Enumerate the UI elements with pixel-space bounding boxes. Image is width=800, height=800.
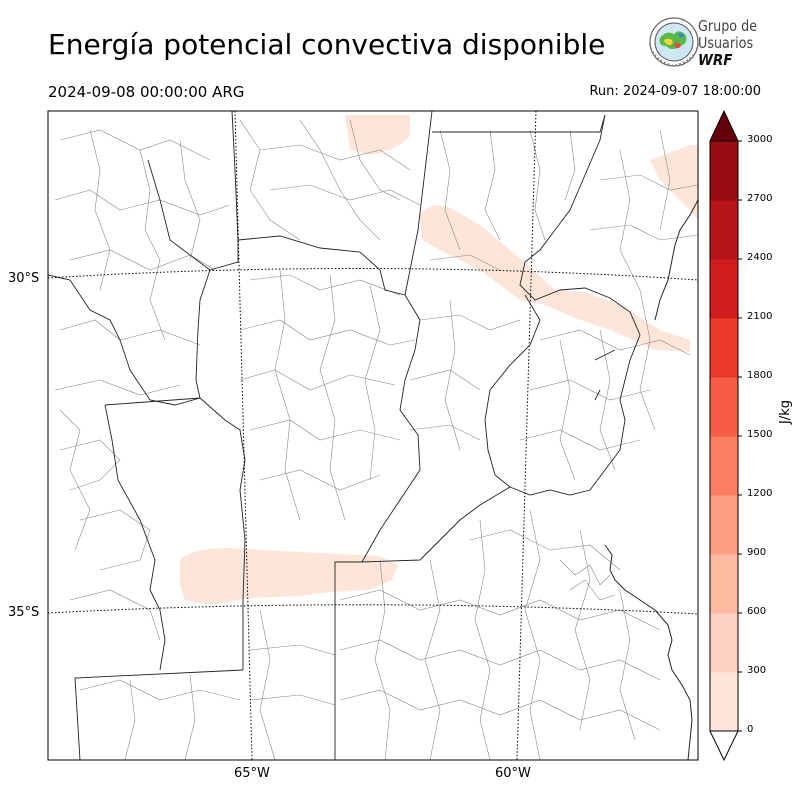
colorbar-tick-label: 2400: [747, 252, 773, 263]
colorbar-bin: [710, 554, 738, 614]
colorbar-tick-label: 600: [747, 606, 767, 617]
coastline: [604, 199, 698, 760]
graticule: [48, 111, 698, 760]
lon-label-65w: 65°W: [234, 766, 270, 781]
colorbar-bin: [710, 377, 738, 437]
lat-label-35s: 35°S: [8, 605, 40, 620]
colorbar-tick-label: 3000: [747, 134, 773, 145]
wrf-logo-icon: [649, 17, 699, 68]
logo-line-2: Usuarios: [698, 34, 754, 52]
colorbar-tick-label: 2100: [747, 311, 773, 322]
colorbar: [709, 109, 742, 762]
colorbar-bin: [710, 672, 738, 732]
colorbar-bin: [710, 318, 738, 378]
province-boundaries: [48, 111, 641, 760]
globe-icon: [649, 17, 699, 68]
colorbar-tick-label: 1500: [747, 429, 773, 440]
colorbar-under-triangle: [709, 730, 739, 762]
map-title: Energía potencial convectiva disponible: [48, 28, 606, 61]
lon-label-60w: 60°W: [495, 766, 531, 781]
colorbar-tick-label: 300: [747, 665, 767, 676]
colorbar-tick-label: 0: [747, 724, 754, 735]
colorbar-bin: [710, 200, 738, 260]
colorbar-over-triangle: [709, 109, 739, 142]
colorbar-tick-label: 1800: [747, 370, 773, 381]
colorbar-bin: [710, 141, 738, 201]
map-frame-background: [48, 111, 698, 760]
parallel-30s: [48, 267, 698, 281]
colorbar-bin: [710, 436, 738, 496]
logo-line-1: Grupo de: [698, 17, 758, 35]
logo-text: Grupo de Usuarios WRF: [698, 18, 768, 69]
colorbar-bin: [710, 495, 738, 555]
colorbar-tick-label: 2700: [747, 193, 773, 204]
colorbar-bin: [710, 613, 738, 673]
department-boundaries: [54, 119, 698, 760]
valid-time: 2024-09-08 00:00:00 ARG: [48, 83, 245, 101]
colorbar-unit: J/kg: [778, 400, 793, 424]
lat-label-30s: 30°S: [8, 271, 40, 286]
colorbar-bin: [710, 259, 738, 319]
colorbar-tick-label: 900: [747, 547, 767, 558]
run-time: Run: 2024-09-07 18:00:00: [589, 84, 761, 99]
parallel-35s: [48, 604, 698, 615]
logo-line-3: WRF: [698, 51, 733, 69]
colorbar-tick-label: 1200: [747, 488, 773, 499]
map-frame: [47, 110, 699, 761]
